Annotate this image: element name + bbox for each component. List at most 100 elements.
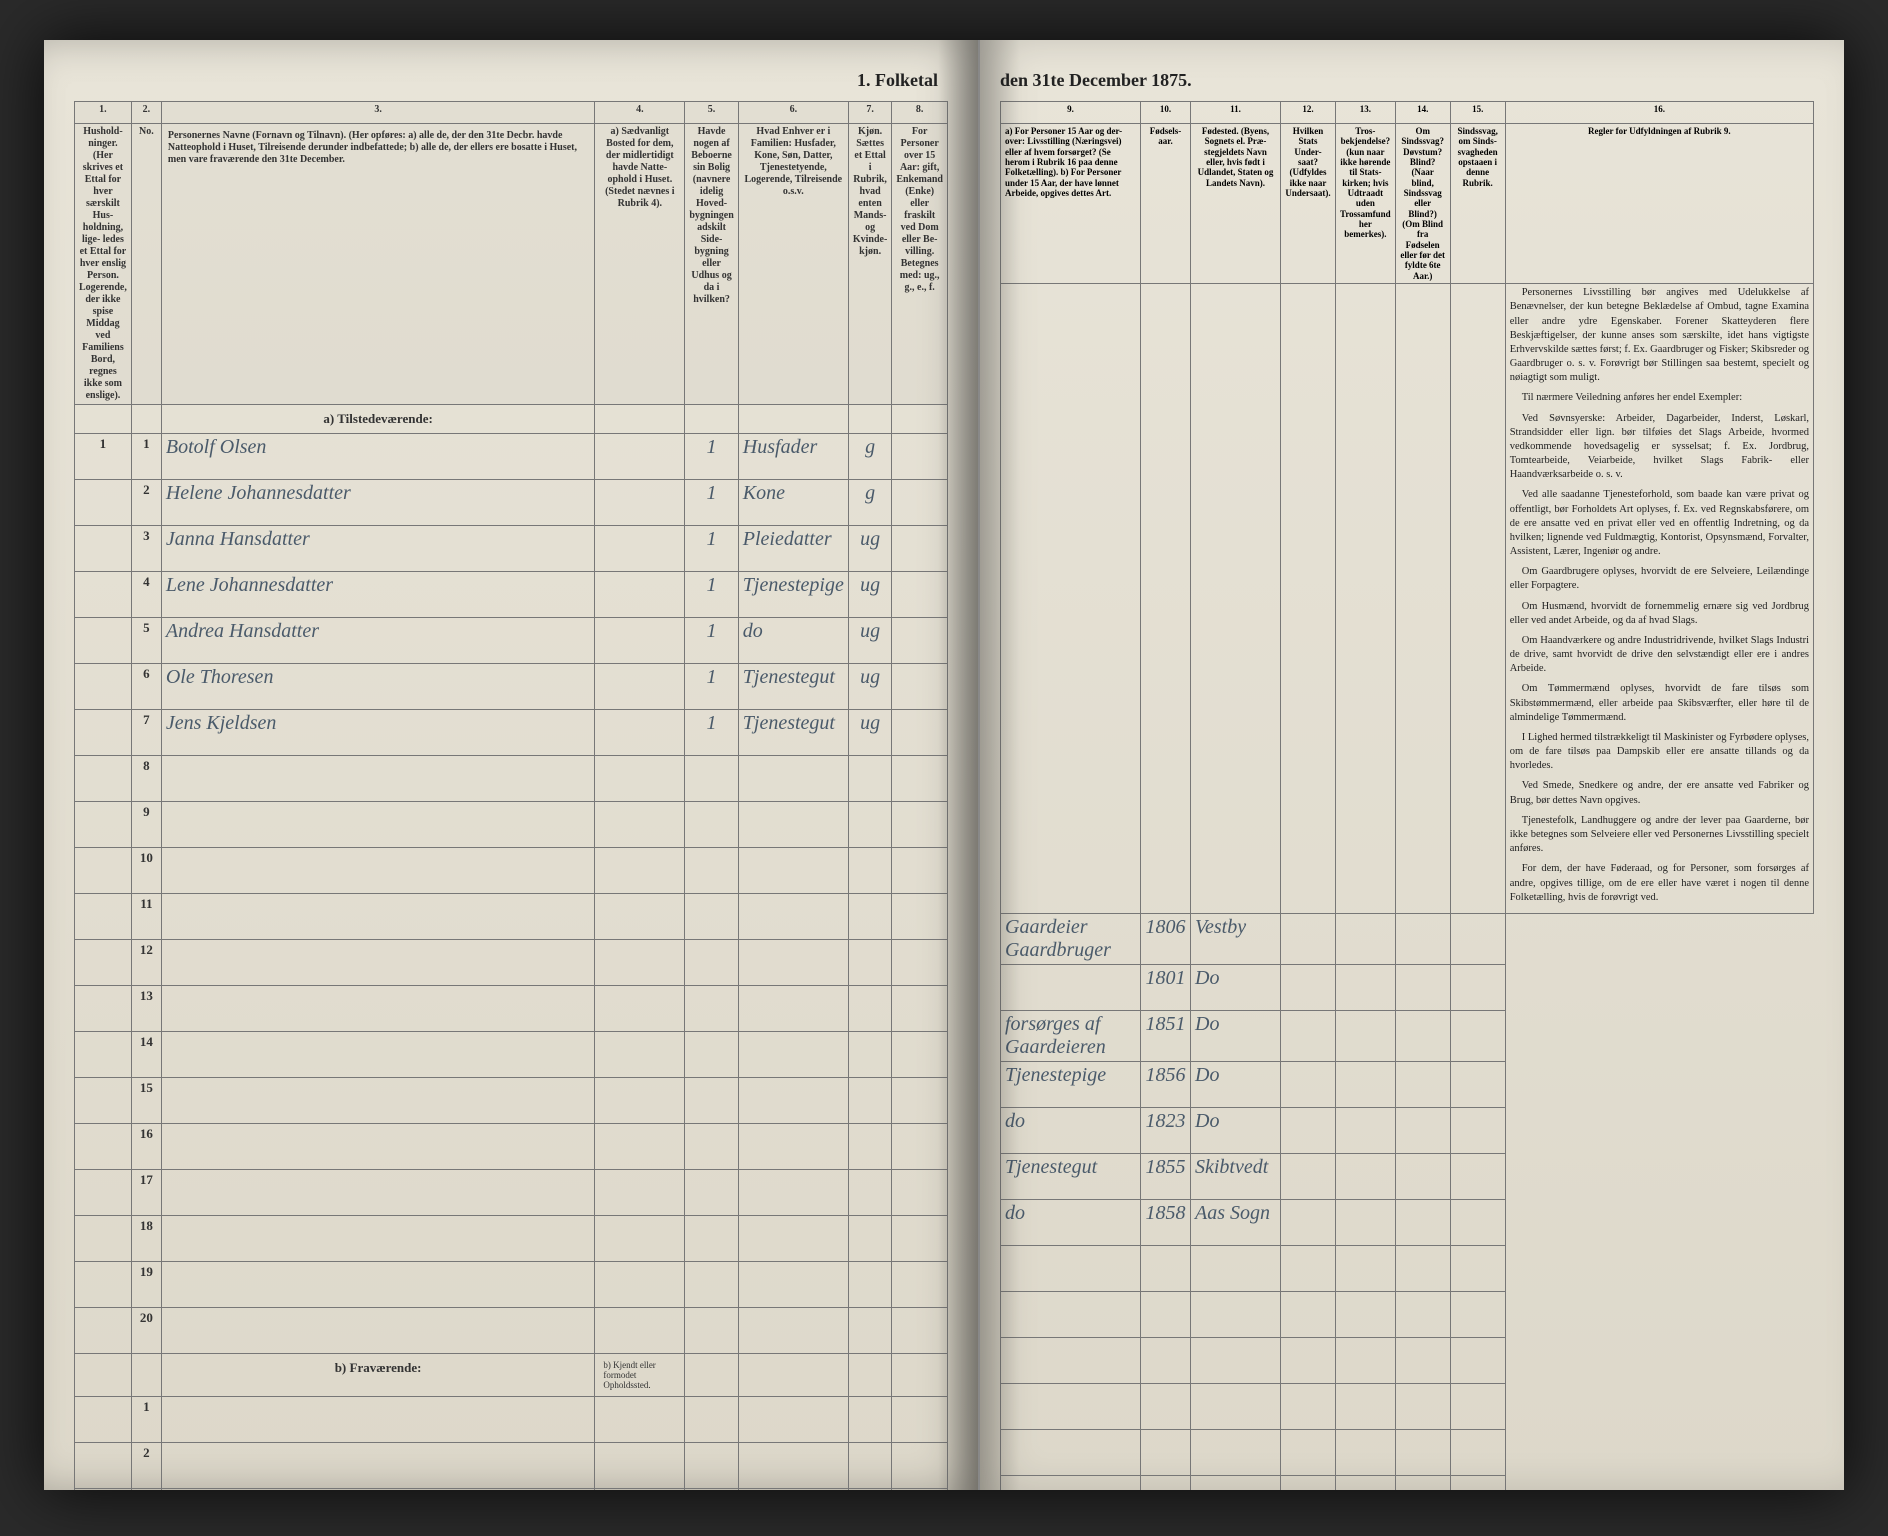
marital: ug <box>848 664 891 710</box>
row-num: 19 <box>131 1262 161 1308</box>
cell <box>1281 1061 1336 1107</box>
row-num: 3 <box>131 526 161 572</box>
table-row <box>1001 1429 1814 1475</box>
row-num: 6 <box>131 664 161 710</box>
table-row: 4Lene Johannesdatter1Tjenestepigeug <box>75 572 948 618</box>
row-num: 3 <box>131 1489 161 1491</box>
occupation: do <box>1001 1199 1141 1245</box>
table-row: 5Andrea Hansdatter1doug <box>75 618 948 664</box>
instructions-header: Regler for Udfyldningen af Rubrik 9. <box>1505 124 1813 284</box>
occupation: Gaardeier Gaardbruger <box>1001 913 1141 964</box>
cell <box>892 434 948 480</box>
table-row: 14 <box>75 1032 948 1078</box>
row-num: 15 <box>131 1078 161 1124</box>
cell <box>892 526 948 572</box>
table-row: 16 <box>75 1124 948 1170</box>
row-num: 13 <box>131 986 161 1032</box>
birth-year: 1858 <box>1141 1199 1191 1245</box>
instruction-paragraph: Ved alle saadanne Tjenesteforhold, som b… <box>1510 488 1809 559</box>
row-num: 2 <box>131 480 161 526</box>
birth-year: 1856 <box>1141 1061 1191 1107</box>
row-num: 20 <box>131 1308 161 1354</box>
ledger-table-left: 1. 2. 3. 4. 5. 6. 7. 8. Hushold- ninger.… <box>74 101 948 1490</box>
person-name: Lene Johannesdatter <box>161 572 594 618</box>
row-num: 5 <box>131 618 161 664</box>
instruction-paragraph: I Lighed hermed tilstrækkeligt til Maski… <box>1510 731 1809 774</box>
person-name: Helene Johannesdatter <box>161 480 594 526</box>
row-num: 1 <box>131 1397 161 1443</box>
instruction-paragraph: Til nærmere Veiledning anføres her endel… <box>1510 391 1809 405</box>
row-num: 11 <box>131 894 161 940</box>
marital: ug <box>848 618 891 664</box>
table-row <box>1001 1245 1814 1291</box>
household-num <box>75 710 132 756</box>
birth-year: 1806 <box>1141 913 1191 964</box>
row-num: 14 <box>131 1032 161 1078</box>
row-num: 8 <box>131 756 161 802</box>
instruction-paragraph: Om Tømmermænd oplyses, hvorvidt de fare … <box>1510 682 1809 725</box>
row-num: 16 <box>131 1124 161 1170</box>
cell: 1 <box>685 572 738 618</box>
birthplace: Do <box>1191 1107 1281 1153</box>
cell: 1 <box>685 526 738 572</box>
section-present: a) Tilstedeværende: <box>75 405 948 434</box>
occupation <box>1001 964 1141 1010</box>
table-row: Tjenestegut1855Skibtvedt <box>1001 1153 1814 1199</box>
occupation: do <box>1001 1107 1141 1153</box>
instruction-paragraph: Tjenestefolk, Landhuggere og andre der l… <box>1510 814 1809 857</box>
colnum: 1. <box>75 102 132 124</box>
household-num <box>75 572 132 618</box>
cell <box>595 572 685 618</box>
birth-year: 1801 <box>1141 964 1191 1010</box>
row-num: 4 <box>131 572 161 618</box>
cell <box>595 434 685 480</box>
right-page: den 31te December 1875. 9. 10. 11. 12. 1… <box>980 40 1844 1490</box>
cell <box>892 480 948 526</box>
census-ledger-book: 1. Folketal 1. 2. 3. 4. 5. 6. 7. 8. Hush… <box>44 40 1844 1490</box>
col-header: Sindssvag, om Sinds-svagheden opstaaen i… <box>1450 124 1505 284</box>
cell <box>892 710 948 756</box>
occupation: forsørges af Gaardeieren <box>1001 1010 1141 1061</box>
cell <box>1281 913 1336 964</box>
column-number-row: 1. 2. 3. 4. 5. 6. 7. 8. <box>75 102 948 124</box>
colnum: 14. <box>1395 102 1450 124</box>
birthplace: Aas Sogn <box>1191 1199 1281 1245</box>
table-row: forsørges af Gaardeieren1851Do <box>1001 1010 1814 1061</box>
marital: g <box>848 434 891 480</box>
table-row: 17 <box>75 1170 948 1216</box>
row-num: 10 <box>131 848 161 894</box>
colnum: 5. <box>685 102 738 124</box>
cell: 1 <box>685 710 738 756</box>
colnum: 2. <box>131 102 161 124</box>
family-position: Tjenestepige <box>738 572 848 618</box>
household-num <box>75 480 132 526</box>
section-present-label: a) Tilstedeværende: <box>161 405 594 434</box>
instruction-paragraph: Om Gaardbrugere oplyses, hvorvidt de ere… <box>1510 565 1809 593</box>
row-num: 2 <box>131 1443 161 1489</box>
table-row <box>1001 1291 1814 1337</box>
table-row: Gaardeier Gaardbruger1806Vestby <box>1001 913 1814 964</box>
section-spacer: Personernes Livsstilling bør angives med… <box>1001 284 1814 914</box>
colnum: 9. <box>1001 102 1141 124</box>
page-title-right: den 31te December 1875. <box>980 40 1844 101</box>
page-title-left: 1. Folketal <box>44 40 978 101</box>
person-name: Ole Thoresen <box>161 664 594 710</box>
col-header: Personernes Navne (Fornavn og Tilnavn). … <box>161 124 594 405</box>
birthplace: Skibtvedt <box>1191 1153 1281 1199</box>
table-row: 1801Do <box>1001 964 1814 1010</box>
instruction-paragraph: Ved Smede, Snedkere og andre, der ere an… <box>1510 779 1809 807</box>
birth-year: 1855 <box>1141 1153 1191 1199</box>
colnum: 10. <box>1141 102 1191 124</box>
table-row: Tjenestepige1856Do <box>1001 1061 1814 1107</box>
instruction-paragraph: For dem, der have Føderaad, og for Perso… <box>1510 862 1809 905</box>
household-num <box>75 664 132 710</box>
cell: 1 <box>685 434 738 480</box>
col-header: For Personer over 15 Aar: gift, Enkemand… <box>892 124 948 405</box>
colnum: 16. <box>1505 102 1813 124</box>
birthplace: Do <box>1191 964 1281 1010</box>
household-num: 1 <box>75 434 132 480</box>
family-position: Husfader <box>738 434 848 480</box>
section-absent: b) Fraværende: b) Kjendt eller formodet … <box>75 1354 948 1397</box>
colnum: 8. <box>892 102 948 124</box>
table-row: 9 <box>75 802 948 848</box>
